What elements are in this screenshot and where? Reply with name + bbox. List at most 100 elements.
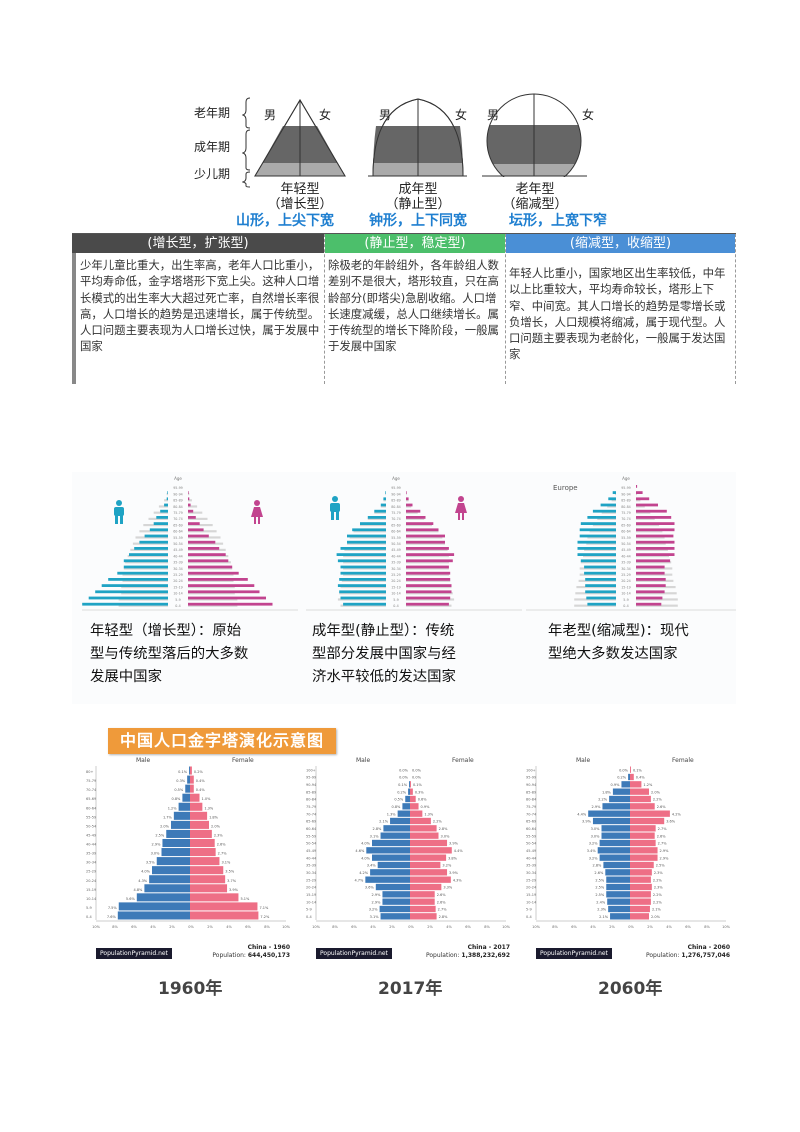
svg-text:1.3%: 1.3% [204, 806, 214, 810]
svg-text:2.5%: 2.5% [656, 864, 666, 868]
svg-text:Age: Age [392, 476, 400, 481]
svg-text:1.0%: 1.0% [202, 797, 212, 801]
svg-text:2.1%: 2.1% [652, 908, 662, 912]
svg-text:2.3%: 2.3% [214, 833, 224, 837]
svg-text:2.5%: 2.5% [595, 878, 605, 882]
svg-text:95-99: 95-99 [526, 776, 536, 780]
svg-text:1.2%: 1.2% [643, 783, 653, 787]
svg-text:6%: 6% [685, 925, 691, 929]
svg-text:35-39: 35-39 [526, 864, 536, 868]
svg-text:25-29: 25-29 [306, 878, 316, 882]
svg-text:3.6%: 3.6% [365, 886, 375, 890]
svg-text:2.5%: 2.5% [595, 886, 605, 890]
svg-text:95-99: 95-99 [173, 486, 183, 490]
type-young: 年轻型 （增长型） [267, 182, 333, 212]
svg-text:50-54: 50-54 [86, 824, 97, 828]
svg-text:Male: Male [136, 757, 151, 764]
svg-text:2%: 2% [427, 925, 433, 929]
svg-text:30-34: 30-34 [86, 861, 97, 865]
year-label-2017: 2017年 [378, 979, 443, 999]
svg-text:0.3%: 0.3% [415, 790, 425, 794]
svg-text:7.1%: 7.1% [259, 906, 269, 910]
svg-text:20-24: 20-24 [621, 579, 631, 583]
caption-old: 年老型(缩减型)：现代 型绝大多数发达国家 [548, 623, 689, 662]
svg-text:2.3%: 2.3% [597, 908, 607, 912]
svg-text:10%: 10% [282, 925, 290, 929]
svg-text:0-4: 0-4 [86, 915, 92, 919]
svg-text:25-29: 25-29 [391, 573, 401, 577]
type-old: 老年型 （缩减型） [502, 182, 568, 212]
female-label: 女 [455, 108, 468, 122]
svg-text:4%: 4% [666, 925, 672, 929]
pyramid-types-table: (增长型，扩张型) 少年儿童比重大，出生率高，老年人口比重小，平均寿命低，金字塔… [72, 233, 736, 384]
svg-text:90-94: 90-94 [391, 492, 401, 496]
caption-mature: 成年型(静止型）：传统 型部分发展中国家与经 济水平较低的发达国家 [312, 623, 456, 685]
svg-text:0.0%: 0.0% [619, 768, 629, 772]
svg-text:0.1%: 0.1% [633, 768, 643, 772]
svg-text:85-89: 85-89 [621, 499, 631, 503]
svg-text:0.0%: 0.0% [399, 768, 409, 772]
svg-text:2%: 2% [169, 925, 175, 929]
svg-text:85-89: 85-89 [306, 790, 316, 794]
svg-text:4.3%: 4.3% [138, 879, 148, 883]
svg-text:15-19: 15-19 [526, 893, 536, 897]
china-pyramid-2017: Male Female 0-4 3.1% 2.8% 5-9 3.2% 2.7% 10-14 2.9… [304, 752, 516, 959]
svg-text:25-29: 25-29 [86, 870, 96, 874]
year-label-2060: 2060年 [598, 979, 663, 999]
svg-text:40-44: 40-44 [86, 843, 97, 847]
svg-text:65-69: 65-69 [86, 797, 96, 801]
svg-text:8%: 8% [704, 925, 710, 929]
chart-country: China - 2060 [687, 944, 730, 951]
chart-population: Population: 1,276,757,046 [645, 952, 730, 959]
svg-text:8%: 8% [112, 925, 118, 929]
column-text: 少年儿童比重大，出生率高，老年人口比重小，平均寿命低，金字塔塔形下宽上尖。这种人… [80, 258, 320, 354]
svg-text:2.7%: 2.7% [218, 852, 228, 856]
svg-text:75-79: 75-79 [173, 511, 183, 515]
svg-text:2.6%: 2.6% [657, 805, 667, 809]
svg-text:5.1%: 5.1% [240, 897, 250, 901]
svg-text:0-4: 0-4 [306, 915, 312, 919]
svg-text:2.0%: 2.0% [160, 824, 170, 828]
svg-text:85-89: 85-89 [526, 790, 536, 794]
svg-text:3.3%: 3.3% [443, 886, 453, 890]
svg-text:5-9: 5-9 [623, 598, 628, 602]
svg-text:80-84: 80-84 [391, 505, 401, 509]
svg-text:10-14: 10-14 [526, 900, 537, 904]
pyramid-chart: Male Female 0-4 3.1% 2.8% 5-9 3.2% 2.7% 10-14 2.9… [306, 757, 511, 929]
svg-text:3.0%: 3.0% [591, 834, 601, 838]
svg-text:4.0%: 4.0% [141, 870, 151, 874]
svg-text:0-4: 0-4 [175, 604, 180, 608]
svg-text:40-44: 40-44 [391, 554, 401, 558]
svg-text:75-79: 75-79 [306, 805, 316, 809]
svg-text:60-64: 60-64 [391, 530, 401, 534]
male-person-icon [114, 500, 124, 524]
svg-text:0.3%: 0.3% [176, 779, 186, 783]
svg-text:60-64: 60-64 [621, 530, 631, 534]
svg-text:6%: 6% [351, 925, 357, 929]
svg-text:45-49: 45-49 [621, 548, 631, 552]
svg-text:100+: 100+ [306, 768, 316, 772]
svg-text:20-24: 20-24 [391, 579, 401, 583]
pyramid-shape-diagram: 老年期 成年期 少儿期 [72, 88, 736, 233]
svg-text:2.0%: 2.0% [651, 915, 661, 919]
svg-text:10-14: 10-14 [173, 592, 183, 596]
region-label: Europe [553, 484, 578, 492]
svg-text:0.2%: 0.2% [194, 770, 204, 774]
svg-text:15-19: 15-19 [306, 893, 316, 897]
svg-text:Female: Female [232, 757, 254, 764]
svg-text:40-44: 40-44 [306, 856, 317, 860]
svg-text:95-99: 95-99 [391, 486, 401, 490]
svg-text:Age: Age [174, 476, 182, 481]
pyramid-examples-panel: Age 0-4 5-9 10-14 15-19 20-24 25-29 30-34 35-39 4… [72, 472, 736, 704]
svg-text:3.9%: 3.9% [449, 842, 459, 846]
pyramid-chart: Male Female 0-4 2.1% 2.0% 5-9 2.3% 2.1% 10-14 2.4… [526, 757, 731, 929]
column-header: (缩减型，收缩型) [506, 234, 735, 253]
svg-text:4.7%: 4.7% [354, 878, 364, 882]
svg-text:2%: 2% [609, 925, 615, 929]
svg-text:55-59: 55-59 [391, 536, 401, 540]
svg-text:3.2%: 3.2% [442, 864, 452, 868]
svg-text:0.1%: 0.1% [178, 770, 188, 774]
svg-text:15-19: 15-19 [621, 585, 631, 589]
svg-text:65-69: 65-69 [391, 523, 401, 527]
svg-text:95-99: 95-99 [621, 486, 631, 490]
